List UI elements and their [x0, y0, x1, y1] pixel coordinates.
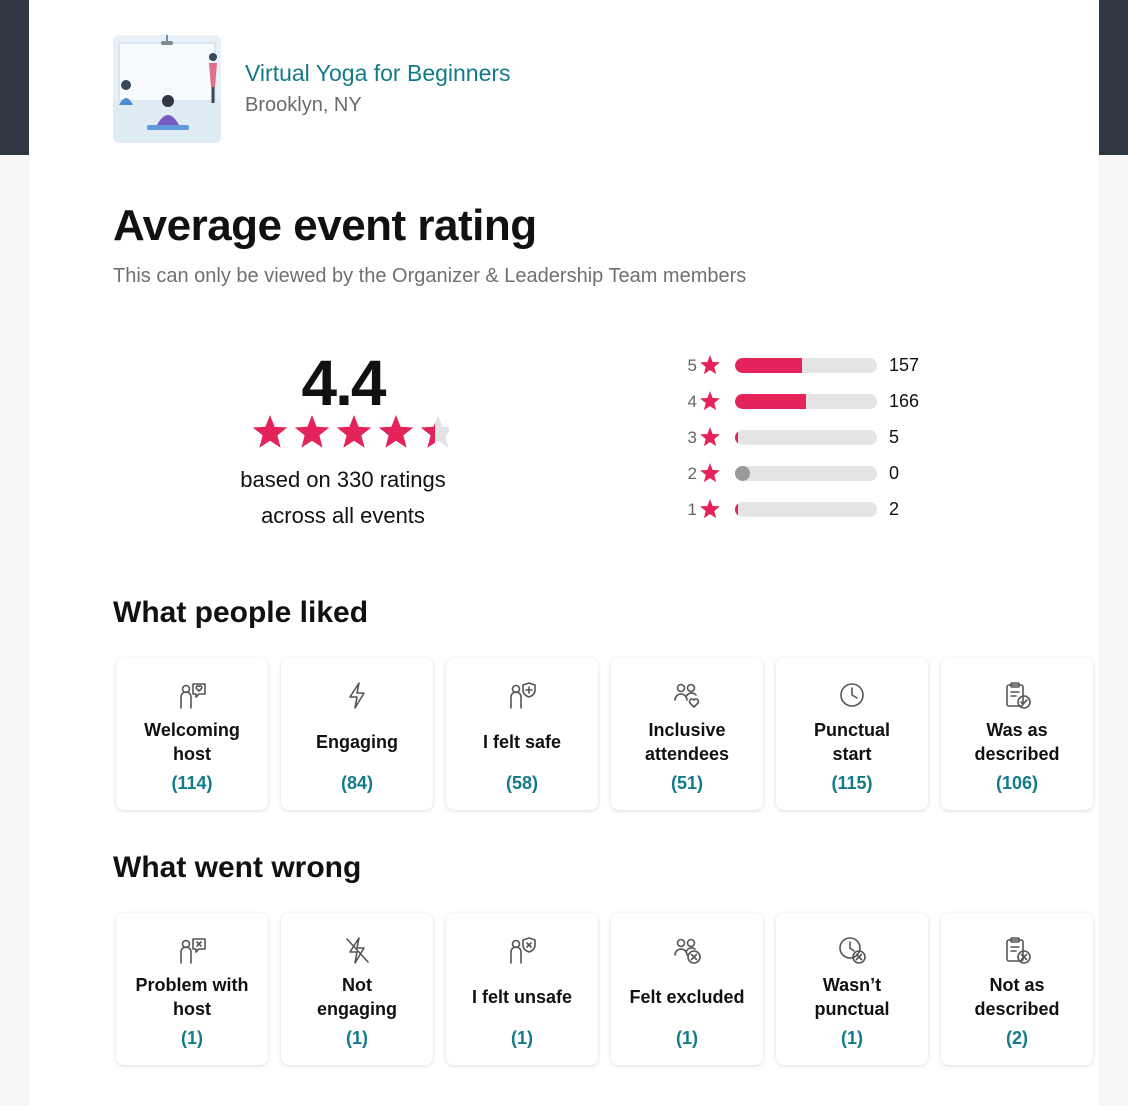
- event-thumbnail[interactable]: [113, 35, 221, 143]
- distribution-bar-fill: [735, 358, 802, 373]
- wrong-tile-count: (1): [181, 1028, 203, 1048]
- star-icon: [700, 391, 720, 411]
- yoga-illustration: [113, 35, 221, 143]
- lightning-icon: [349, 682, 365, 709]
- rating-card: Virtual Yoga for Beginners Brooklyn, NY …: [29, 0, 1099, 1106]
- wrong-tile-count: (1): [346, 1028, 368, 1048]
- distribution-star-level: 1: [687, 500, 697, 519]
- liked-tile[interactable]: Punctual start (115): [776, 658, 928, 810]
- star-icon: [700, 463, 720, 483]
- liked-tile-count: (84): [340, 773, 373, 793]
- wrong-tile-label: Wasn’t punctual: [814, 975, 890, 1019]
- clipboard-x-icon: [1006, 937, 1031, 964]
- liked-tile[interactable]: Engaging (84): [281, 658, 433, 810]
- distribution-bar-fill: [735, 394, 806, 409]
- distribution-bar-fill: [735, 502, 738, 517]
- star-icon: [700, 355, 720, 375]
- distribution-star-level: 3: [687, 428, 697, 447]
- welcoming-host-icon: [180, 683, 206, 709]
- wrong-tile-label: I felt unsafe: [471, 987, 573, 1007]
- wrong-tile[interactable]: Not as described (2): [941, 913, 1093, 1065]
- distribution-star-level: 2: [687, 464, 697, 483]
- average-rating-stars: [252, 415, 449, 448]
- distribution-row: 5 157: [679, 350, 979, 380]
- liked-tile-label: I felt safe: [482, 732, 562, 752]
- distribution-bar-track: [735, 430, 877, 445]
- distribution-star-level: 5: [687, 356, 697, 375]
- shield-x-icon: [510, 937, 536, 964]
- wrong-tile-count: (1): [511, 1028, 533, 1048]
- distribution-star-level: 4: [687, 392, 697, 411]
- distribution-count: 5: [889, 427, 900, 447]
- event-title[interactable]: Virtual Yoga for Beginners: [245, 60, 511, 86]
- liked-tile-count: (106): [995, 773, 1039, 793]
- distribution-row: 4 166: [679, 386, 979, 416]
- wrong-tile-label: Felt excluded: [629, 987, 745, 1007]
- page-title: Average event rating: [113, 201, 537, 250]
- liked-tile-label: Was as described: [974, 720, 1060, 764]
- distribution-bar-empty: [735, 466, 750, 481]
- star-icon: [252, 415, 288, 448]
- distribution-count: 2: [889, 499, 900, 519]
- wrong-tile[interactable]: Wasn’t punctual (1): [776, 913, 928, 1065]
- wrong-tile-count: (1): [676, 1028, 698, 1048]
- distribution-count: 0: [889, 463, 900, 483]
- lightning-off-icon: [346, 937, 369, 964]
- liked-tile-count: (114): [171, 773, 213, 793]
- wrong-tile[interactable]: Not engaging (1): [281, 913, 433, 1065]
- wrong-tile[interactable]: Felt excluded (1): [611, 913, 763, 1065]
- clock-icon: [840, 683, 864, 707]
- star-icon: [336, 415, 372, 448]
- host-problem-icon: [180, 938, 206, 964]
- distribution-bar-track: [735, 358, 877, 373]
- liked-tile[interactable]: Was as described (106): [941, 658, 1093, 810]
- liked-tile-count: (51): [670, 773, 703, 793]
- liked-tile-count: (58): [505, 773, 538, 793]
- wrong-tile-count: (2): [1006, 1028, 1028, 1048]
- star-icon: [294, 415, 330, 448]
- average-rating-value: 4.4: [301, 347, 387, 419]
- partial-star-icon: [420, 415, 449, 448]
- liked-tile[interactable]: I felt safe (58): [446, 658, 598, 810]
- distribution-bar-track: [735, 502, 877, 517]
- visibility-note: This can only be viewed by the Organizer…: [113, 265, 747, 287]
- people-x-icon: [674, 938, 701, 964]
- shield-plus-icon: [510, 682, 536, 709]
- liked-tile[interactable]: Inclusive attendees (51): [611, 658, 763, 810]
- event-location: Brooklyn, NY: [245, 94, 362, 116]
- distribution-bar-fill: [735, 430, 738, 445]
- wrong-tile[interactable]: I felt unsafe (1): [446, 913, 598, 1065]
- liked-tile-label: Inclusive attendees: [644, 720, 730, 764]
- liked-tile-label: Welcoming host: [144, 720, 240, 764]
- liked-tile[interactable]: Welcoming host (114): [116, 658, 268, 810]
- star-icon: [700, 499, 720, 519]
- clipboard-check-icon: [1006, 682, 1031, 709]
- wrong-tile[interactable]: Problem with host (1): [116, 913, 268, 1065]
- ratings-count-text: based on 330 ratings: [240, 467, 446, 492]
- clock-x-icon: [839, 937, 866, 964]
- star-icon: [378, 415, 414, 448]
- liked-tile-label: Engaging: [316, 732, 398, 752]
- ratings-basis: based on 330 ratings across all events: [193, 462, 493, 534]
- wrong-tile-label: Not engaging: [317, 975, 397, 1019]
- wrong-tile-label: Problem with host: [135, 975, 249, 1019]
- ratings-scope-text: across all events: [261, 503, 425, 528]
- wrong-section-title: What went wrong: [113, 851, 362, 884]
- people-heart-icon: [674, 683, 700, 708]
- wrong-tile-label: Not as described: [974, 975, 1060, 1019]
- distribution-bar-track: [735, 394, 877, 409]
- distribution-count: 166: [889, 391, 920, 411]
- star-icon: [700, 427, 720, 447]
- distribution-count: 157: [889, 355, 920, 375]
- liked-tile-count: (115): [831, 773, 873, 793]
- distribution-bar-track: [735, 466, 877, 481]
- liked-section-title: What people liked: [113, 596, 369, 629]
- wrong-tile-count: (1): [841, 1028, 863, 1048]
- liked-tile-label: Punctual start: [813, 720, 890, 764]
